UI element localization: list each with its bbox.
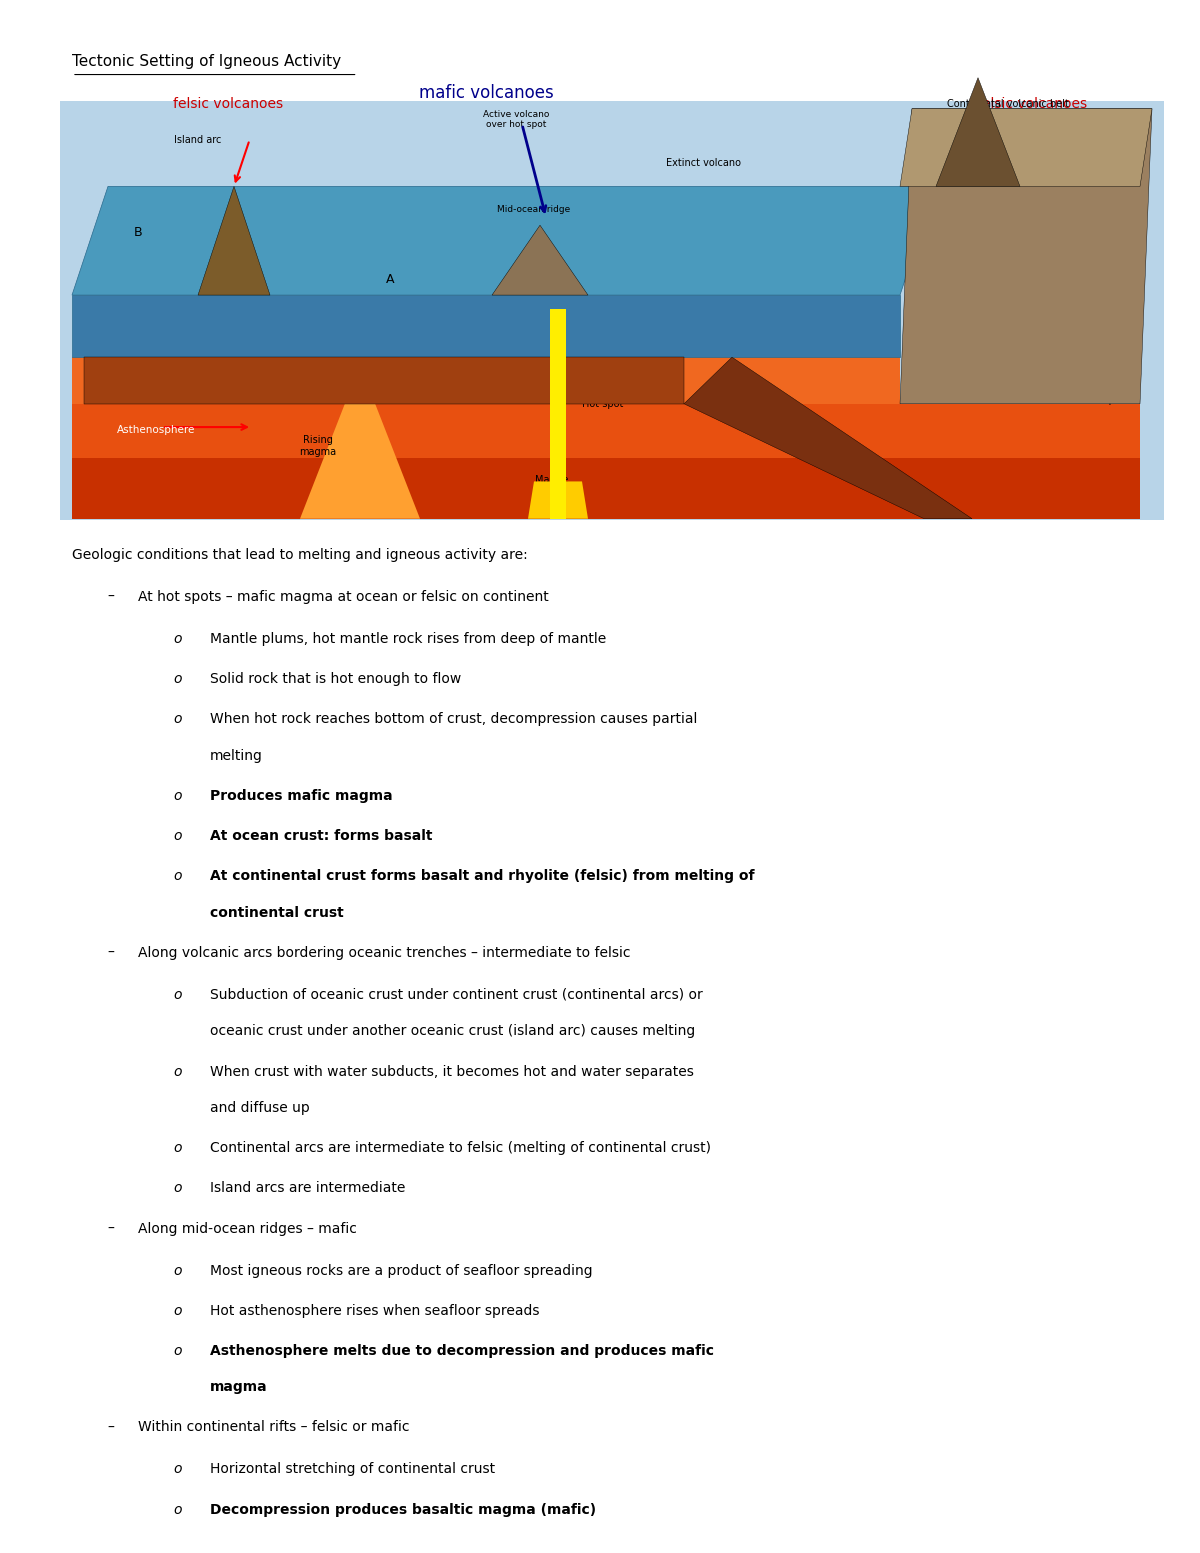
Text: Active volcano
over hot spot: Active volcano over hot spot	[482, 110, 550, 129]
Text: o: o	[173, 1141, 182, 1155]
Text: Continental
crust: Continental crust	[1082, 269, 1139, 290]
Polygon shape	[900, 109, 1152, 186]
Text: Asthenosphere: Asthenosphere	[116, 426, 196, 435]
Text: Geologic conditions that lead to melting and igneous activity are:: Geologic conditions that lead to melting…	[72, 548, 528, 562]
Text: o: o	[173, 1065, 182, 1079]
Text: o: o	[173, 632, 182, 646]
Text: o: o	[173, 1303, 182, 1317]
Text: o: o	[173, 870, 182, 884]
Text: Produces mafic magma: Produces mafic magma	[210, 789, 392, 803]
Text: Continental arcs are intermediate to felsic (melting of continental crust): Continental arcs are intermediate to fel…	[210, 1141, 710, 1155]
Text: Ocean plate: Ocean plate	[239, 376, 301, 385]
Text: Continental
mantle
lithosphere: Continental mantle lithosphere	[1082, 371, 1139, 405]
Text: D: D	[523, 269, 533, 281]
Text: Solid rock that is hot enough to flow: Solid rock that is hot enough to flow	[210, 672, 461, 686]
Text: o: o	[173, 713, 182, 727]
Text: C: C	[919, 134, 929, 146]
Text: Tectonic Setting of Igneous Activity: Tectonic Setting of Igneous Activity	[72, 54, 341, 70]
Text: continental crust: continental crust	[210, 905, 343, 919]
Polygon shape	[900, 109, 1152, 404]
Text: o: o	[173, 829, 182, 843]
Text: Hot asthenosphere rises when seafloor spreads: Hot asthenosphere rises when seafloor sp…	[210, 1303, 540, 1317]
Text: At ocean crust: forms basalt: At ocean crust: forms basalt	[210, 829, 432, 843]
Text: Mantle
plume: Mantle plume	[535, 475, 569, 497]
Text: o: o	[173, 988, 182, 1002]
Text: Most igneous rocks are a product of seafloor spreading: Most igneous rocks are a product of seaf…	[210, 1264, 593, 1278]
Text: Mantle plums, hot mantle rock rises from deep of mantle: Mantle plums, hot mantle rock rises from…	[210, 632, 606, 646]
Text: Island arcs are intermediate: Island arcs are intermediate	[210, 1182, 406, 1196]
Polygon shape	[684, 357, 972, 519]
Text: –: –	[107, 946, 114, 960]
Text: o: o	[173, 1264, 182, 1278]
Text: Within continental rifts – felsic or mafic: Within continental rifts – felsic or maf…	[138, 1421, 409, 1435]
Text: Decompression produces basaltic magma (mafic): Decompression produces basaltic magma (m…	[210, 1503, 596, 1517]
Text: felsic volcanoes: felsic volcanoes	[977, 96, 1087, 112]
Text: Horizontal stretching of continental crust: Horizontal stretching of continental cru…	[210, 1463, 496, 1477]
Text: Continental volcanic belt: Continental volcanic belt	[947, 99, 1069, 109]
Text: oceanic crust under another oceanic crust (island arc) causes melting: oceanic crust under another oceanic crus…	[210, 1025, 695, 1039]
Text: mafic volcanoes: mafic volcanoes	[419, 84, 553, 102]
Text: o: o	[173, 1343, 182, 1357]
Polygon shape	[198, 186, 270, 295]
Text: Rising
magma: Rising magma	[300, 435, 336, 457]
Polygon shape	[84, 357, 684, 404]
Text: Island arc: Island arc	[174, 135, 222, 144]
Polygon shape	[72, 357, 900, 404]
Text: A: A	[385, 273, 395, 286]
Text: o: o	[173, 1182, 182, 1196]
Text: At hot spots – mafic magma at ocean or felsic on continent: At hot spots – mafic magma at ocean or f…	[138, 590, 548, 604]
Text: o: o	[173, 1463, 182, 1477]
Text: o: o	[173, 672, 182, 686]
Text: –: –	[107, 1421, 114, 1435]
Text: Extinct volcano: Extinct volcano	[666, 158, 742, 168]
Text: magma: magma	[210, 1381, 268, 1395]
Text: Asthenosphere melts due to decompression and produces mafic: Asthenosphere melts due to decompression…	[210, 1343, 714, 1357]
Polygon shape	[492, 225, 588, 295]
Text: felsic volcanoes: felsic volcanoes	[173, 96, 283, 112]
Polygon shape	[72, 404, 1140, 458]
Text: –: –	[107, 590, 114, 604]
Text: o: o	[173, 789, 182, 803]
Polygon shape	[300, 365, 420, 519]
Bar	[550, 309, 566, 519]
Text: Mid-ocean ridge: Mid-ocean ridge	[497, 205, 571, 214]
Text: Hot spot: Hot spot	[582, 399, 623, 408]
Polygon shape	[528, 481, 588, 519]
Text: Subduction of oceanic crust under continent crust (continental arcs) or: Subduction of oceanic crust under contin…	[210, 988, 703, 1002]
Text: At continental crust forms basalt and rhyolite (felsic) from melting of: At continental crust forms basalt and rh…	[210, 870, 755, 884]
Text: o: o	[173, 1503, 182, 1517]
Text: When crust with water subducts, it becomes hot and water separates: When crust with water subducts, it becom…	[210, 1065, 694, 1079]
Text: melting: melting	[210, 749, 263, 763]
Polygon shape	[72, 458, 1140, 519]
Polygon shape	[72, 295, 900, 357]
FancyBboxPatch shape	[60, 101, 1164, 520]
Text: When hot rock reaches bottom of crust, decompression causes partial: When hot rock reaches bottom of crust, d…	[210, 713, 697, 727]
Text: and diffuse up: and diffuse up	[210, 1101, 310, 1115]
Polygon shape	[936, 78, 1020, 186]
Text: Along mid-ocean ridges – mafic: Along mid-ocean ridges – mafic	[138, 1222, 356, 1236]
Text: –: –	[107, 1222, 114, 1236]
Text: B: B	[133, 227, 143, 239]
Text: Along volcanic arcs bordering oceanic trenches – intermediate to felsic: Along volcanic arcs bordering oceanic tr…	[138, 946, 630, 960]
Polygon shape	[72, 186, 936, 295]
